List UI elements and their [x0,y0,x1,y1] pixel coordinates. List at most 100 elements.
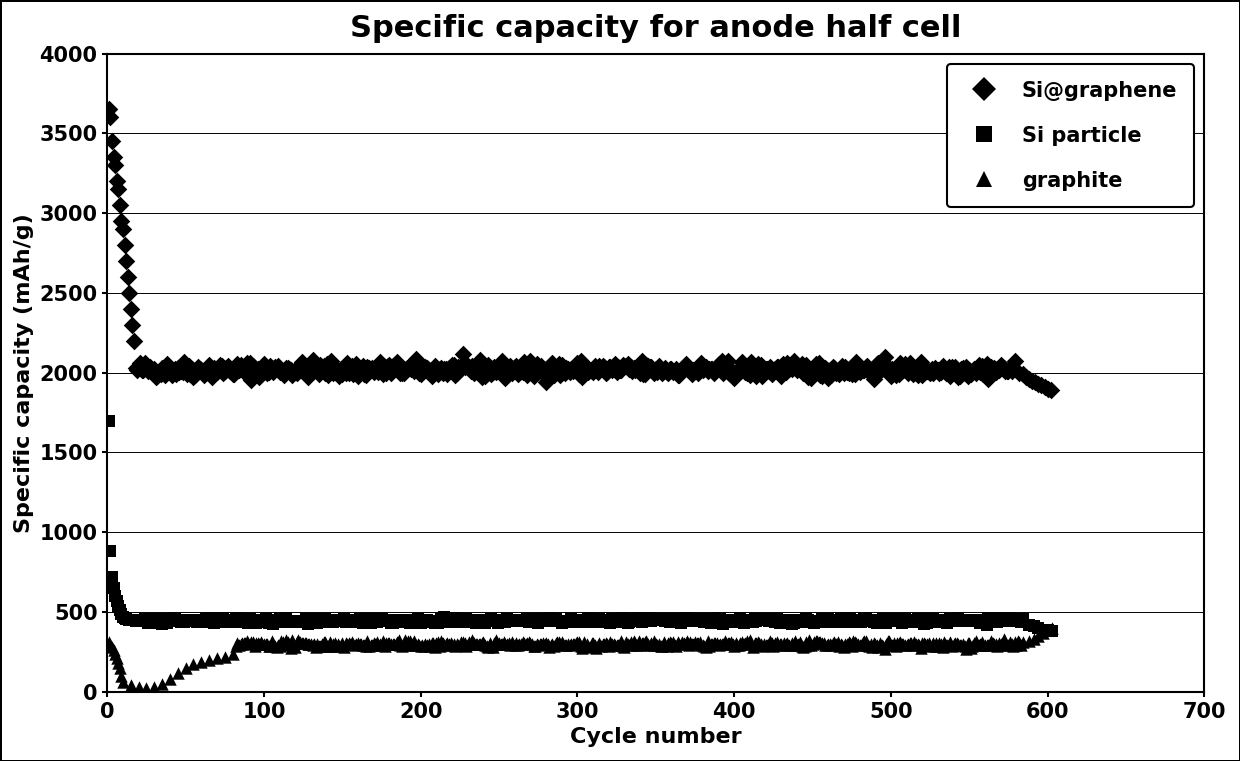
Point [125,615,145,627]
Point [641,361,661,373]
Point [510,365,529,377]
Point [553,363,573,375]
Point [100,638,120,651]
Point [808,616,828,628]
Point [954,613,973,626]
Point [445,369,465,381]
Point [461,614,481,626]
Point [895,358,915,370]
Point [689,361,709,374]
Point [830,614,849,626]
Point [300,364,320,376]
Point [177,368,197,380]
Point [675,614,694,626]
Point [618,358,637,371]
Point [339,367,358,379]
Point [402,363,422,375]
Point [143,365,162,377]
Point [790,636,810,648]
Point [924,613,944,626]
Point [232,638,252,650]
Point [456,639,476,651]
Point [972,360,992,372]
Point [332,615,352,627]
Point [100,111,120,123]
Point [176,615,196,627]
Point [203,617,223,629]
Point [176,364,196,376]
Point [475,370,495,382]
Point [910,642,930,654]
Point [847,355,867,368]
Point [662,614,682,626]
Point [696,615,715,627]
Point [558,638,578,651]
Point [1002,615,1022,627]
Point [278,362,298,374]
Point [107,595,126,607]
Point [339,637,358,649]
Point [399,360,419,372]
Point [992,638,1012,651]
Point [1013,368,1033,380]
Point [621,636,641,648]
Point [622,638,642,651]
Point [283,614,303,626]
Point [516,638,536,650]
Point [717,363,737,375]
Point [353,639,373,651]
Point [712,616,732,629]
Point [450,616,470,628]
Point [737,367,756,379]
Point [315,636,335,648]
Point [801,638,821,651]
Point [848,638,868,651]
Point [797,371,817,383]
Point [991,358,1011,371]
Point [944,366,963,378]
Point [113,223,133,235]
Point [260,640,280,652]
Point [615,615,635,627]
Point [410,617,430,629]
Point [986,616,1006,629]
Point [800,634,820,646]
Point [367,362,387,374]
Point [392,367,412,379]
Point [420,367,440,379]
Point [730,613,750,625]
Point [639,638,658,650]
Point [843,616,863,628]
Point [621,361,641,373]
Point [698,635,718,647]
Point [179,614,198,626]
Point [981,613,1001,626]
Point [862,614,882,626]
Point [613,612,632,624]
Point [497,363,517,375]
Point [500,360,520,372]
Point [569,636,589,648]
Point [577,638,596,651]
Point [100,546,120,558]
Point [381,617,401,629]
Point [312,638,332,650]
Point [497,638,517,650]
Point [605,616,625,628]
Point [134,615,154,627]
Point [215,365,234,377]
Point [310,616,330,629]
Point [434,363,454,375]
Point [257,615,277,627]
Point [892,616,911,629]
Point [853,615,873,627]
Point [107,652,126,664]
Point [753,614,773,626]
Point [997,639,1017,651]
Point [223,616,243,628]
Point [425,616,445,629]
Point [485,614,505,626]
Point [663,636,683,648]
Point [319,616,339,629]
Point [853,364,873,376]
